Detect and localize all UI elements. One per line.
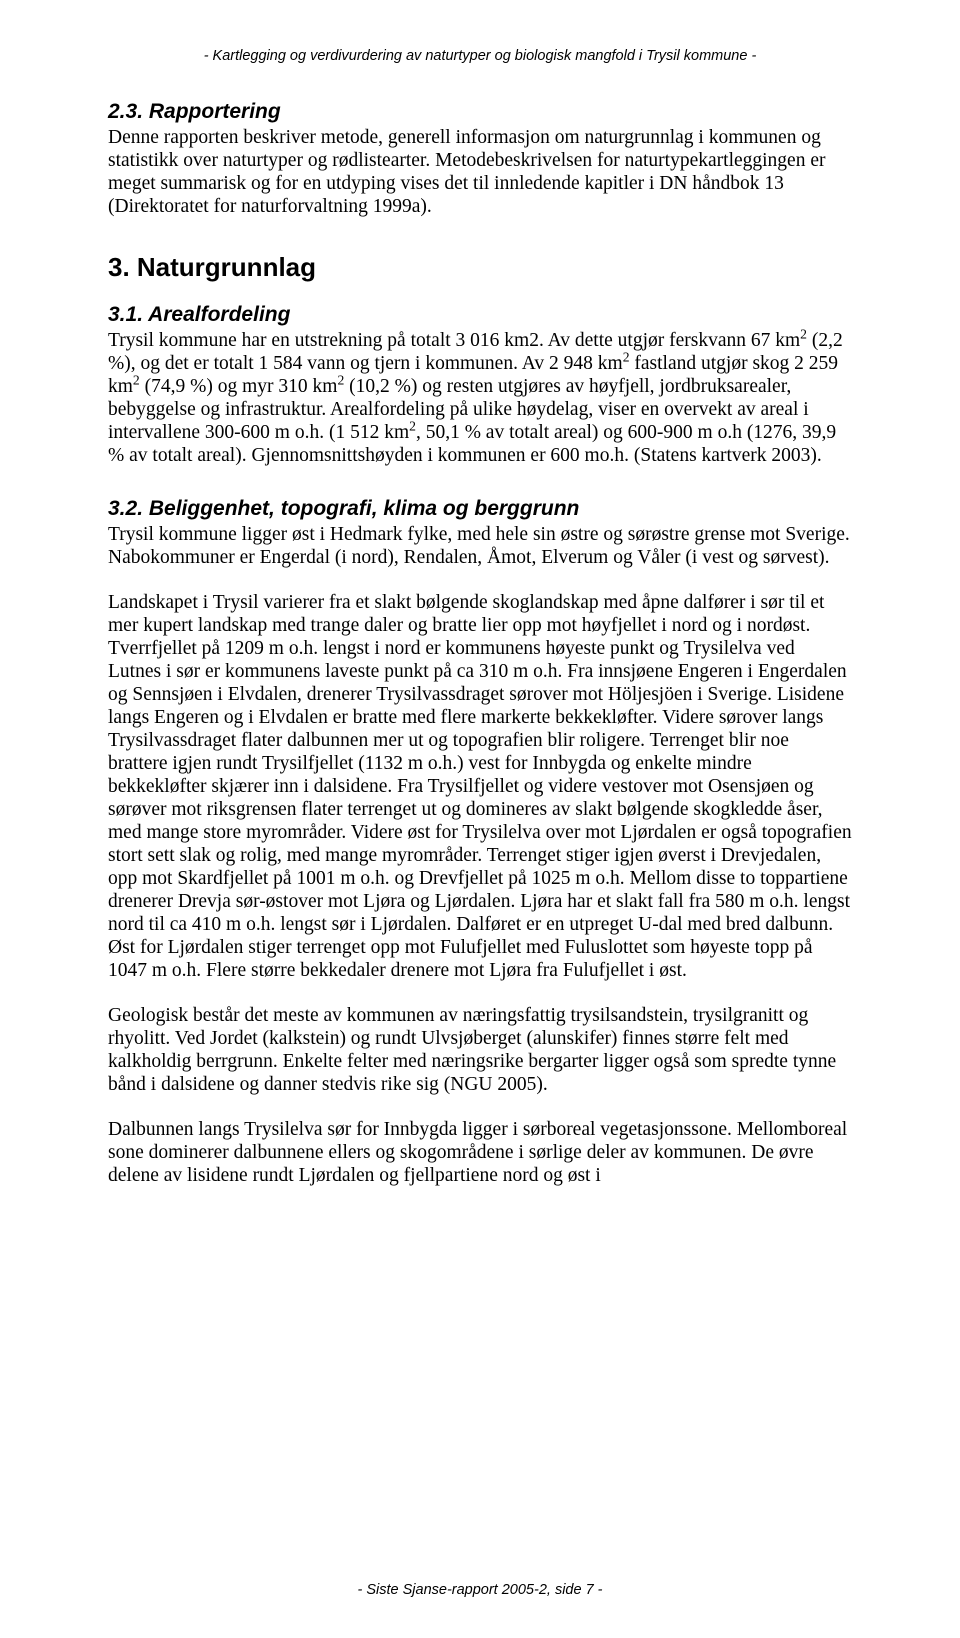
para-3-2-2: Landskapet i Trysil varierer fra et slak… (108, 591, 852, 982)
page: - Kartlegging og verdivurdering av natur… (0, 0, 960, 1638)
para-3-2-3: Geologisk består det meste av kommunen a… (108, 1004, 852, 1096)
page-footer: - Siste Sjanse-rapport 2005-2, side 7 - (0, 1582, 960, 1598)
heading-3: 3. Naturgrunnlag (108, 252, 852, 283)
page-header: - Kartlegging og verdivurdering av natur… (108, 48, 852, 64)
para-2-3-1: Denne rapporten beskriver metode, genere… (108, 126, 852, 218)
para-3-2-1: Trysil kommune ligger øst i Hedmark fylk… (108, 523, 852, 569)
para-3-2-4: Dalbunnen langs Trysilelva sør for Innby… (108, 1118, 852, 1187)
para-3-1-1: Trysil kommune har en utstrekning på tot… (108, 329, 852, 467)
heading-3-1: 3.1. Arealfordeling (108, 303, 852, 327)
heading-2-3: 2.3. Rapportering (108, 100, 852, 124)
heading-3-2: 3.2. Beliggenhet, topografi, klima og be… (108, 497, 852, 521)
